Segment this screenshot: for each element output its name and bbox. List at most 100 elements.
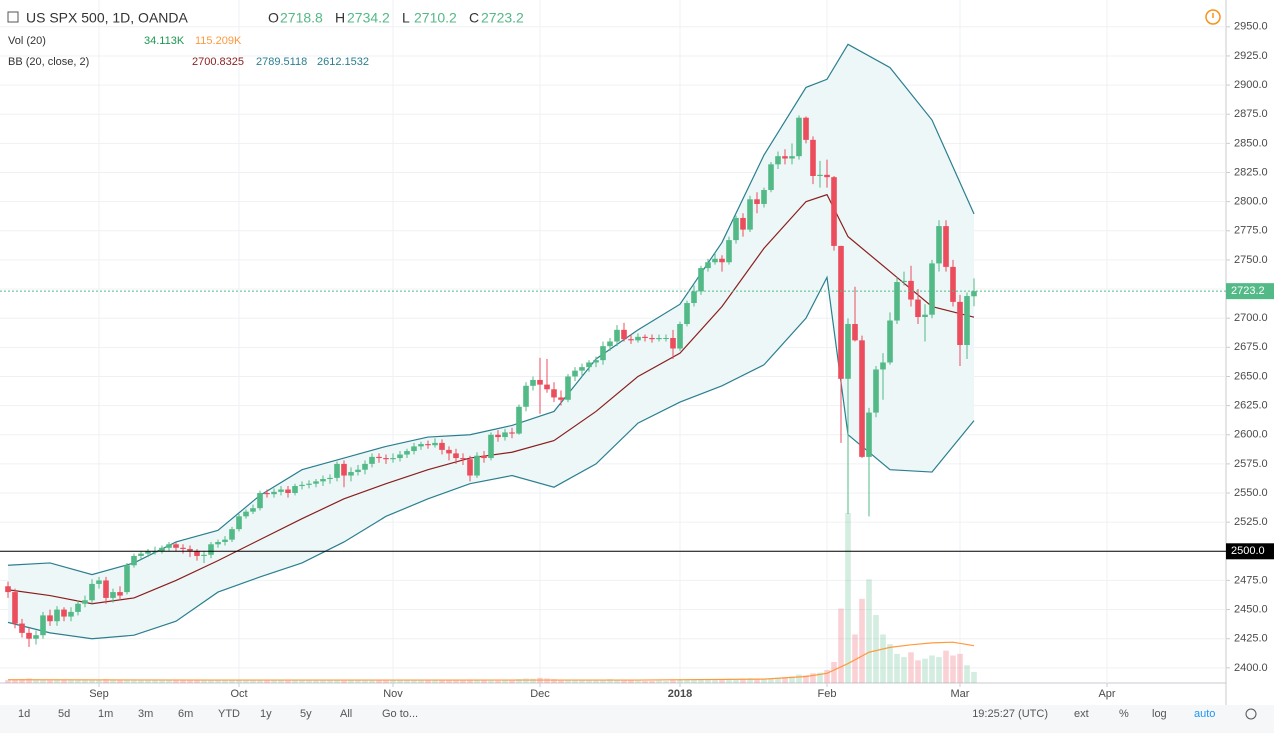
ohlc-value: 2710.2: [414, 10, 457, 26]
candle-body: [950, 266, 956, 302]
x-tick-label: Feb: [818, 688, 837, 700]
volume-bar: [642, 681, 648, 683]
volume-bar: [474, 679, 480, 683]
candle-body: [369, 456, 375, 464]
volume-bar: [348, 680, 354, 683]
candle-body: [460, 458, 466, 460]
toolbar-button[interactable]: 1y: [260, 708, 272, 720]
candle-body: [383, 458, 389, 460]
volume-bar: [194, 680, 200, 683]
candle-body: [901, 280, 907, 283]
volume-bar: [124, 679, 130, 683]
toolbar-toggle[interactable]: log: [1152, 708, 1167, 720]
volume-bar: [887, 644, 893, 683]
y-tick-label: 2825.0: [1234, 166, 1268, 178]
candle-body: [138, 553, 144, 556]
volume-bar: [152, 680, 158, 683]
toolbar-button[interactable]: 5y: [300, 708, 312, 720]
toolbar-button[interactable]: 6m: [178, 708, 193, 720]
candle-body: [782, 156, 788, 159]
volume-bar: [201, 680, 207, 683]
candle-body: [936, 226, 942, 264]
candle-body: [712, 258, 718, 263]
candle-body: [61, 609, 67, 617]
y-tick-label: 2850.0: [1234, 137, 1268, 149]
candle-body: [593, 360, 599, 363]
toolbar-toggle[interactable]: ext: [1074, 708, 1089, 720]
alert-icon[interactable]: [1205, 9, 1221, 25]
volume-bar: [145, 680, 151, 683]
candle-body: [803, 117, 809, 140]
volume-bar: [173, 680, 179, 683]
candle-body: [614, 329, 620, 342]
y-tick-label: 2625.0: [1234, 400, 1268, 412]
candle-body: [208, 544, 214, 555]
ohlc-label: L: [402, 10, 410, 26]
candle-body: [117, 592, 123, 596]
x-tick-label: Dec: [530, 688, 550, 700]
candle-body: [810, 139, 816, 176]
volume-bar: [26, 678, 32, 683]
candle-body: [292, 486, 298, 494]
volume-bar: [502, 680, 508, 683]
candle-body: [334, 463, 340, 478]
volume-bar: [740, 678, 746, 683]
candle-body: [40, 615, 46, 636]
volume-bar: [705, 679, 711, 683]
volume-bar: [964, 665, 970, 683]
volume-bar: [236, 680, 242, 683]
last-price-tag: [1226, 283, 1274, 300]
toolbar-button[interactable]: All: [340, 708, 352, 720]
volume-bar: [957, 653, 963, 683]
candle-body: [5, 586, 11, 593]
volume-bar: [446, 679, 452, 683]
volume-bar: [369, 679, 375, 683]
volume-bar: [334, 679, 340, 683]
volume-bar: [754, 678, 760, 683]
toolbar-button[interactable]: Go to...: [382, 708, 418, 720]
volume-bar: [558, 679, 564, 683]
toolbar-toggle[interactable]: %: [1119, 708, 1129, 720]
volume-bar: [873, 615, 879, 683]
volume-bar: [719, 679, 725, 683]
candle-body: [75, 603, 81, 612]
volume-bar: [628, 680, 634, 683]
candle-body: [943, 226, 949, 267]
candle-body: [957, 301, 963, 345]
candle-body: [887, 320, 893, 363]
toolbar-button[interactable]: 1d: [18, 708, 30, 720]
toolbar-button[interactable]: 1m: [98, 708, 113, 720]
clock: 19:25:27 (UTC): [972, 708, 1048, 720]
candle-body: [201, 554, 207, 556]
toolbar-button[interactable]: YTD: [218, 708, 240, 720]
volume-bar: [852, 634, 858, 683]
volume-pane: [5, 513, 977, 683]
volume-bar: [936, 657, 942, 683]
candle-body: [768, 164, 774, 190]
x-tick-label: Mar: [951, 688, 970, 700]
volume-bar: [593, 680, 599, 683]
volume-bar: [551, 679, 557, 683]
bottom-toolbar: [0, 705, 1274, 733]
symbol-menu-icon[interactable]: [7, 11, 19, 23]
volume-bar: [929, 655, 935, 683]
volume-bar: [824, 670, 830, 683]
toolbar-toggle[interactable]: auto: [1194, 708, 1215, 720]
volume-bar: [747, 678, 753, 683]
y-tick-label: 2925.0: [1234, 50, 1268, 62]
volume-bar: [250, 680, 256, 683]
candle-body: [285, 489, 291, 494]
toolbar-button[interactable]: 3m: [138, 708, 153, 720]
settings-icon[interactable]: [1245, 708, 1257, 720]
volume-bar: [320, 680, 326, 683]
candle-body: [740, 217, 746, 230]
bb-lower: [7, 275, 975, 640]
volume-bar: [19, 679, 25, 683]
candle-body: [418, 444, 424, 447]
candle-body: [880, 362, 886, 370]
toolbar-button[interactable]: 5d: [58, 708, 70, 720]
candle-body: [348, 472, 354, 476]
volume-bar: [208, 680, 214, 683]
candle-body: [915, 299, 921, 318]
volume-bar: [355, 680, 361, 683]
